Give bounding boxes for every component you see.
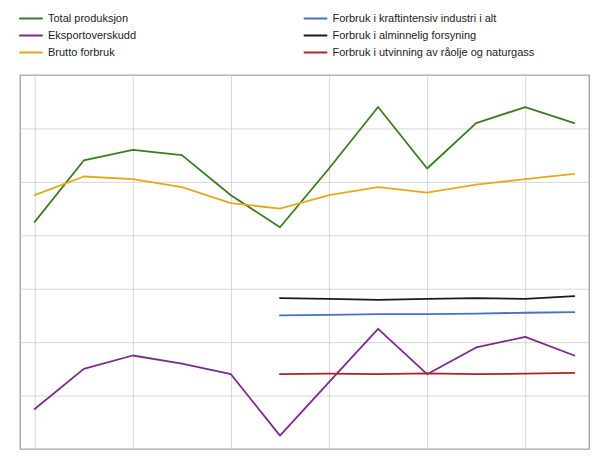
- legend-swatch: [305, 35, 327, 37]
- x-axis-tick: [133, 75, 134, 449]
- legend-label: Forbruk i utvinning av råolje og naturga…: [333, 46, 535, 58]
- series-line: [280, 312, 574, 315]
- y-axis-line: [21, 76, 590, 450]
- x-axis-tick: [35, 75, 36, 449]
- grid-line: [20, 235, 589, 236]
- legend-item: Forbruk i alminnelig forsyning: [305, 29, 477, 41]
- series-line: [35, 107, 575, 227]
- legend-item: Eksportoverskudd: [20, 29, 136, 41]
- x-axis-tick: [329, 75, 330, 449]
- grid-line: [525, 75, 526, 449]
- legend-label: Eksportoverskudd: [48, 29, 136, 41]
- legend-item: Forbruk i utvinning av råolje og naturga…: [305, 46, 535, 58]
- grid-line: [133, 75, 134, 449]
- x-axis-line: [21, 75, 590, 450]
- grid-line: [231, 75, 232, 449]
- series-line: [35, 174, 575, 209]
- grid-line: [20, 128, 589, 129]
- x-axis-tick: [525, 75, 526, 449]
- y-axis: [20, 76, 589, 450]
- plot: [20, 75, 590, 450]
- legend-swatch: [20, 18, 42, 20]
- grid-line: [35, 75, 36, 449]
- x-axis-tick: [231, 75, 232, 449]
- plot-background: [20, 75, 589, 449]
- y-axis-tick: [20, 396, 589, 397]
- legend-label: Total produksjon: [48, 12, 128, 24]
- legend: Total produksjon Eksportoverskudd Brutto f…: [20, 12, 535, 58]
- grid-line: [20, 289, 589, 290]
- legend-item: Forbruk i kraftintensiv industri i alt: [305, 12, 497, 24]
- legend-swatch: [20, 35, 42, 37]
- y-axis-tick: [20, 289, 589, 290]
- legend-label: Brutto forbruk: [48, 46, 115, 58]
- legend-swatch: [305, 52, 327, 54]
- legend-swatch: [305, 18, 327, 20]
- lines: [35, 107, 575, 436]
- y-axis-tick: [20, 235, 589, 236]
- grid-line: [329, 75, 330, 449]
- series-line: [280, 296, 574, 300]
- legend-item: Total produksjon: [20, 12, 128, 24]
- series-line: [280, 373, 574, 374]
- grid-line: [20, 396, 589, 397]
- y-axis-tick: [20, 128, 589, 129]
- x-axis-tick: [427, 75, 428, 449]
- grid-line: [427, 75, 428, 449]
- series-line: [35, 329, 575, 436]
- legend-label: Forbruk i alminnelig forsyning: [333, 29, 477, 41]
- legend-label: Forbruk i kraftintensiv industri i alt: [333, 12, 497, 24]
- x-axis: [21, 75, 590, 450]
- chart: Total produksjon Eksportoverskudd Brutto f…: [0, 0, 609, 469]
- legend-item: Brutto forbruk: [20, 46, 115, 58]
- legend-swatch: [20, 52, 42, 54]
- plot-frame: [20, 75, 589, 449]
